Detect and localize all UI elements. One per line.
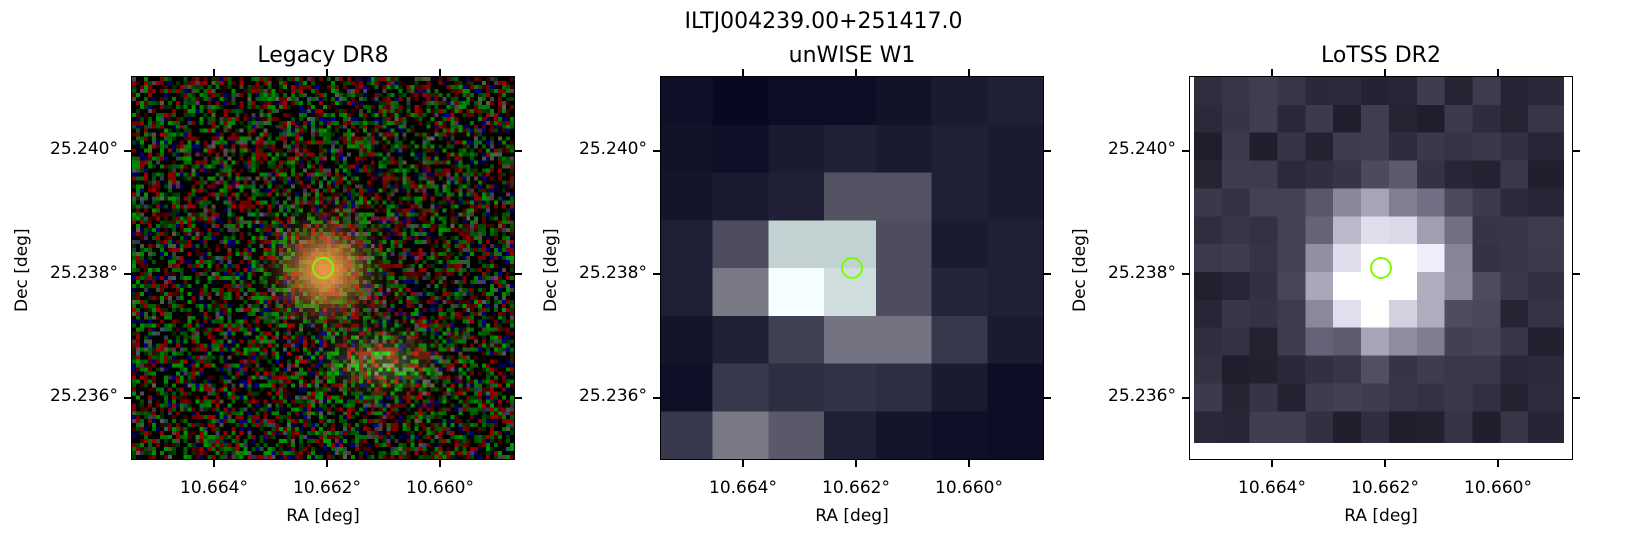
y-axis-label: Dec [deg] [12,228,32,312]
y-tick-right [1044,397,1051,399]
figure-title: ILTJ004239.00+251417.0 [684,9,963,34]
y-tick-left [1182,397,1189,399]
y-tick-left [124,273,131,275]
y-axis-label: Dec [deg] [1070,228,1090,312]
image-axes [131,76,515,460]
x-tick-bottom [213,460,215,467]
x-tick-label: 10.660° [406,478,474,498]
y-tick-left [653,397,660,399]
x-tick-bottom [742,460,744,467]
y-tick-label: 25.240° [579,139,647,159]
x-tick-bottom [439,460,441,467]
y-axis-label: Dec [deg] [541,228,561,312]
y-tick-right [1044,150,1051,152]
y-tick-left [124,397,131,399]
y-tick-left [1182,273,1189,275]
source-marker-circle [1370,257,1392,279]
x-tick-top [855,69,857,76]
panel-unwise-w1: unWISE W1 10.664° 10.662° 10.660° 25.240… [529,40,1089,539]
source-marker-circle [841,257,863,279]
x-tick-top [1497,69,1499,76]
panel-lotss-dr2: LoTSS DR2 10.664° 10.662° 10.660° 25.240… [1058,40,1618,539]
x-tick-bottom [1497,460,1499,467]
x-tick-top [968,69,970,76]
x-tick-bottom [855,460,857,467]
y-tick-right [1573,150,1580,152]
y-tick-left [1182,150,1189,152]
panel-title: LoTSS DR2 [1321,43,1441,68]
x-tick-top [439,69,441,76]
x-axis-label: RA [deg] [286,506,360,526]
y-tick-right [515,150,522,152]
panel-title: Legacy DR8 [257,43,389,68]
panel-legacy-dr8: Legacy DR8 10.664° 10.662° 10.660° 25.24… [0,40,560,539]
x-tick-label: 10.664° [1238,478,1306,498]
y-tick-right [515,273,522,275]
y-tick-label: 25.238° [1108,263,1176,283]
x-tick-bottom [1271,460,1273,467]
x-tick-label: 10.664° [180,478,248,498]
x-tick-label: 10.662° [293,478,361,498]
x-tick-bottom [1384,460,1386,467]
y-tick-label: 25.236° [579,386,647,406]
x-tick-label: 10.662° [822,478,890,498]
y-tick-right [515,397,522,399]
x-tick-label: 10.664° [709,478,777,498]
x-tick-label: 10.662° [1351,478,1419,498]
x-tick-top [1384,69,1386,76]
x-tick-bottom [968,460,970,467]
y-tick-label: 25.240° [50,139,118,159]
y-tick-label: 25.240° [1108,139,1176,159]
image-axes [660,76,1044,460]
image-axes [1189,76,1573,460]
y-tick-label: 25.236° [50,386,118,406]
x-tick-label: 10.660° [1464,478,1532,498]
x-axis-label: RA [deg] [1344,506,1418,526]
x-tick-label: 10.660° [935,478,1003,498]
y-tick-label: 25.236° [1108,386,1176,406]
y-tick-left [653,150,660,152]
x-tick-top [326,69,328,76]
y-tick-right [1044,273,1051,275]
x-axis-label: RA [deg] [815,506,889,526]
x-tick-top [213,69,215,76]
y-tick-left [124,150,131,152]
y-tick-left [653,273,660,275]
y-tick-right [1573,273,1580,275]
x-tick-bottom [326,460,328,467]
x-tick-top [742,69,744,76]
panel-title: unWISE W1 [788,43,916,68]
y-tick-label: 25.238° [579,263,647,283]
x-tick-top [1271,69,1273,76]
source-marker-circle [312,257,334,279]
y-tick-label: 25.238° [50,263,118,283]
y-tick-right [1573,397,1580,399]
